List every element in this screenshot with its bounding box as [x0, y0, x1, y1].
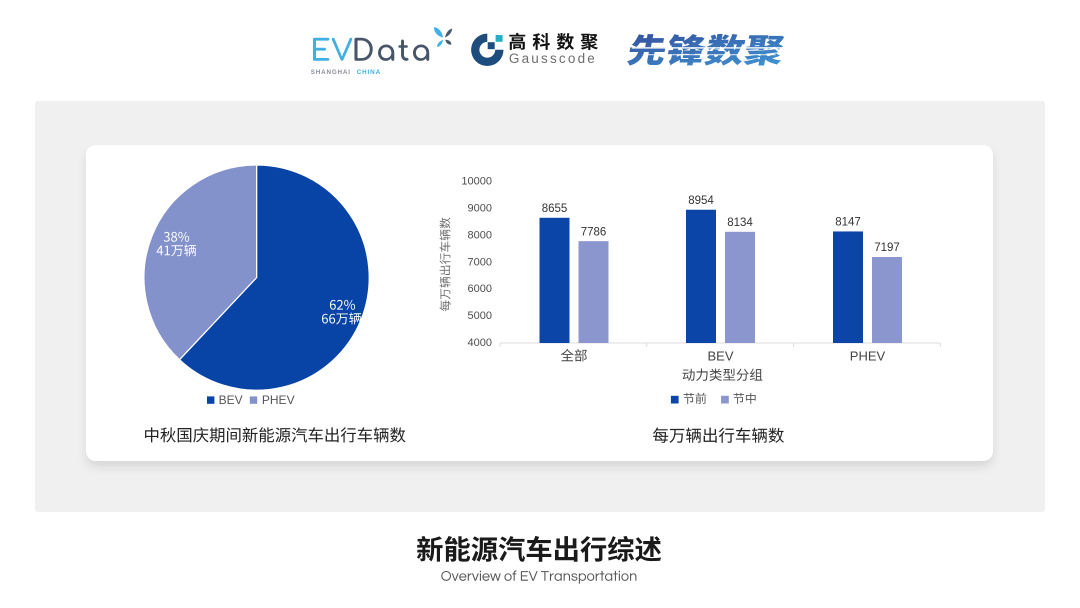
svg-text:BEV: BEV [219, 393, 243, 407]
svg-text:10000: 10000 [461, 176, 492, 188]
svg-text:9000: 9000 [468, 203, 492, 215]
svg-text:8000: 8000 [468, 229, 492, 241]
svg-text:SHANGHAI: SHANGHAI [311, 69, 351, 76]
svg-text:CHINA: CHINA [357, 69, 381, 76]
svg-text:Gausscode: Gausscode [509, 51, 597, 66]
svg-text:5000: 5000 [468, 310, 492, 322]
svg-text:8147: 8147 [835, 217, 861, 229]
svg-text:6000: 6000 [468, 283, 492, 295]
svg-text:7000: 7000 [468, 256, 492, 268]
svg-text:PHEV: PHEV [850, 349, 886, 364]
svg-text:8134: 8134 [727, 217, 753, 229]
svg-text:8954: 8954 [688, 195, 714, 207]
svg-text:BEV: BEV [707, 349, 733, 364]
svg-text:4000: 4000 [468, 337, 492, 349]
svg-text:8655: 8655 [542, 203, 568, 215]
svg-text:7197: 7197 [874, 242, 900, 254]
svg-text:7786: 7786 [581, 226, 607, 238]
svg-text:PHEV: PHEV [262, 393, 295, 407]
